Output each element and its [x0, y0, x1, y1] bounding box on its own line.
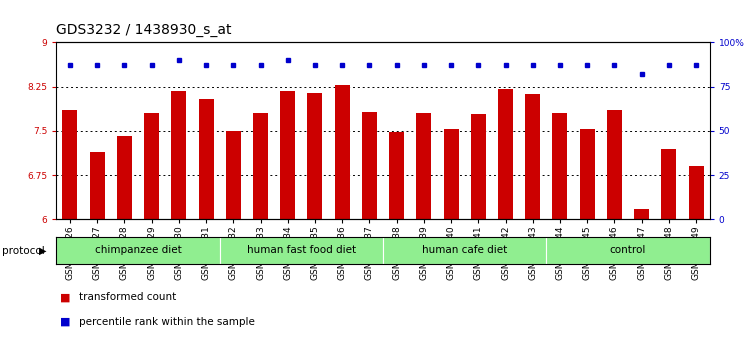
Bar	[634, 209, 649, 219]
Bar	[362, 112, 377, 219]
Bar	[498, 88, 513, 219]
Text: control: control	[610, 245, 646, 256]
Text: GDS3232 / 1438930_s_at: GDS3232 / 1438930_s_at	[56, 23, 232, 37]
Text: transformed count: transformed count	[79, 292, 176, 302]
Bar	[580, 129, 595, 219]
Bar	[226, 131, 241, 219]
Bar	[444, 129, 459, 219]
Text: ▶: ▶	[39, 246, 47, 256]
Bar	[335, 85, 350, 219]
Bar	[171, 91, 186, 219]
Text: ■: ■	[60, 292, 71, 302]
Bar	[547, 237, 710, 264]
Text: human fast food diet: human fast food diet	[247, 245, 356, 256]
Bar	[280, 91, 295, 219]
Bar	[117, 136, 132, 219]
Bar	[389, 132, 404, 219]
Bar	[89, 152, 104, 219]
Bar	[383, 237, 547, 264]
Bar	[525, 95, 540, 219]
Bar	[253, 113, 268, 219]
Bar	[62, 110, 77, 219]
Bar	[307, 93, 322, 219]
Bar	[416, 113, 431, 219]
Text: human cafe diet: human cafe diet	[422, 245, 508, 256]
Text: ■: ■	[60, 317, 71, 327]
Bar	[219, 237, 383, 264]
Bar	[553, 113, 568, 219]
Text: protocol: protocol	[2, 246, 45, 256]
Bar	[607, 110, 622, 219]
Bar	[471, 114, 486, 219]
Bar	[662, 149, 677, 219]
Text: chimpanzee diet: chimpanzee diet	[95, 245, 182, 256]
Text: percentile rank within the sample: percentile rank within the sample	[79, 317, 255, 327]
Bar	[198, 98, 213, 219]
Bar	[144, 113, 159, 219]
Bar	[689, 166, 704, 219]
Bar	[56, 237, 219, 264]
